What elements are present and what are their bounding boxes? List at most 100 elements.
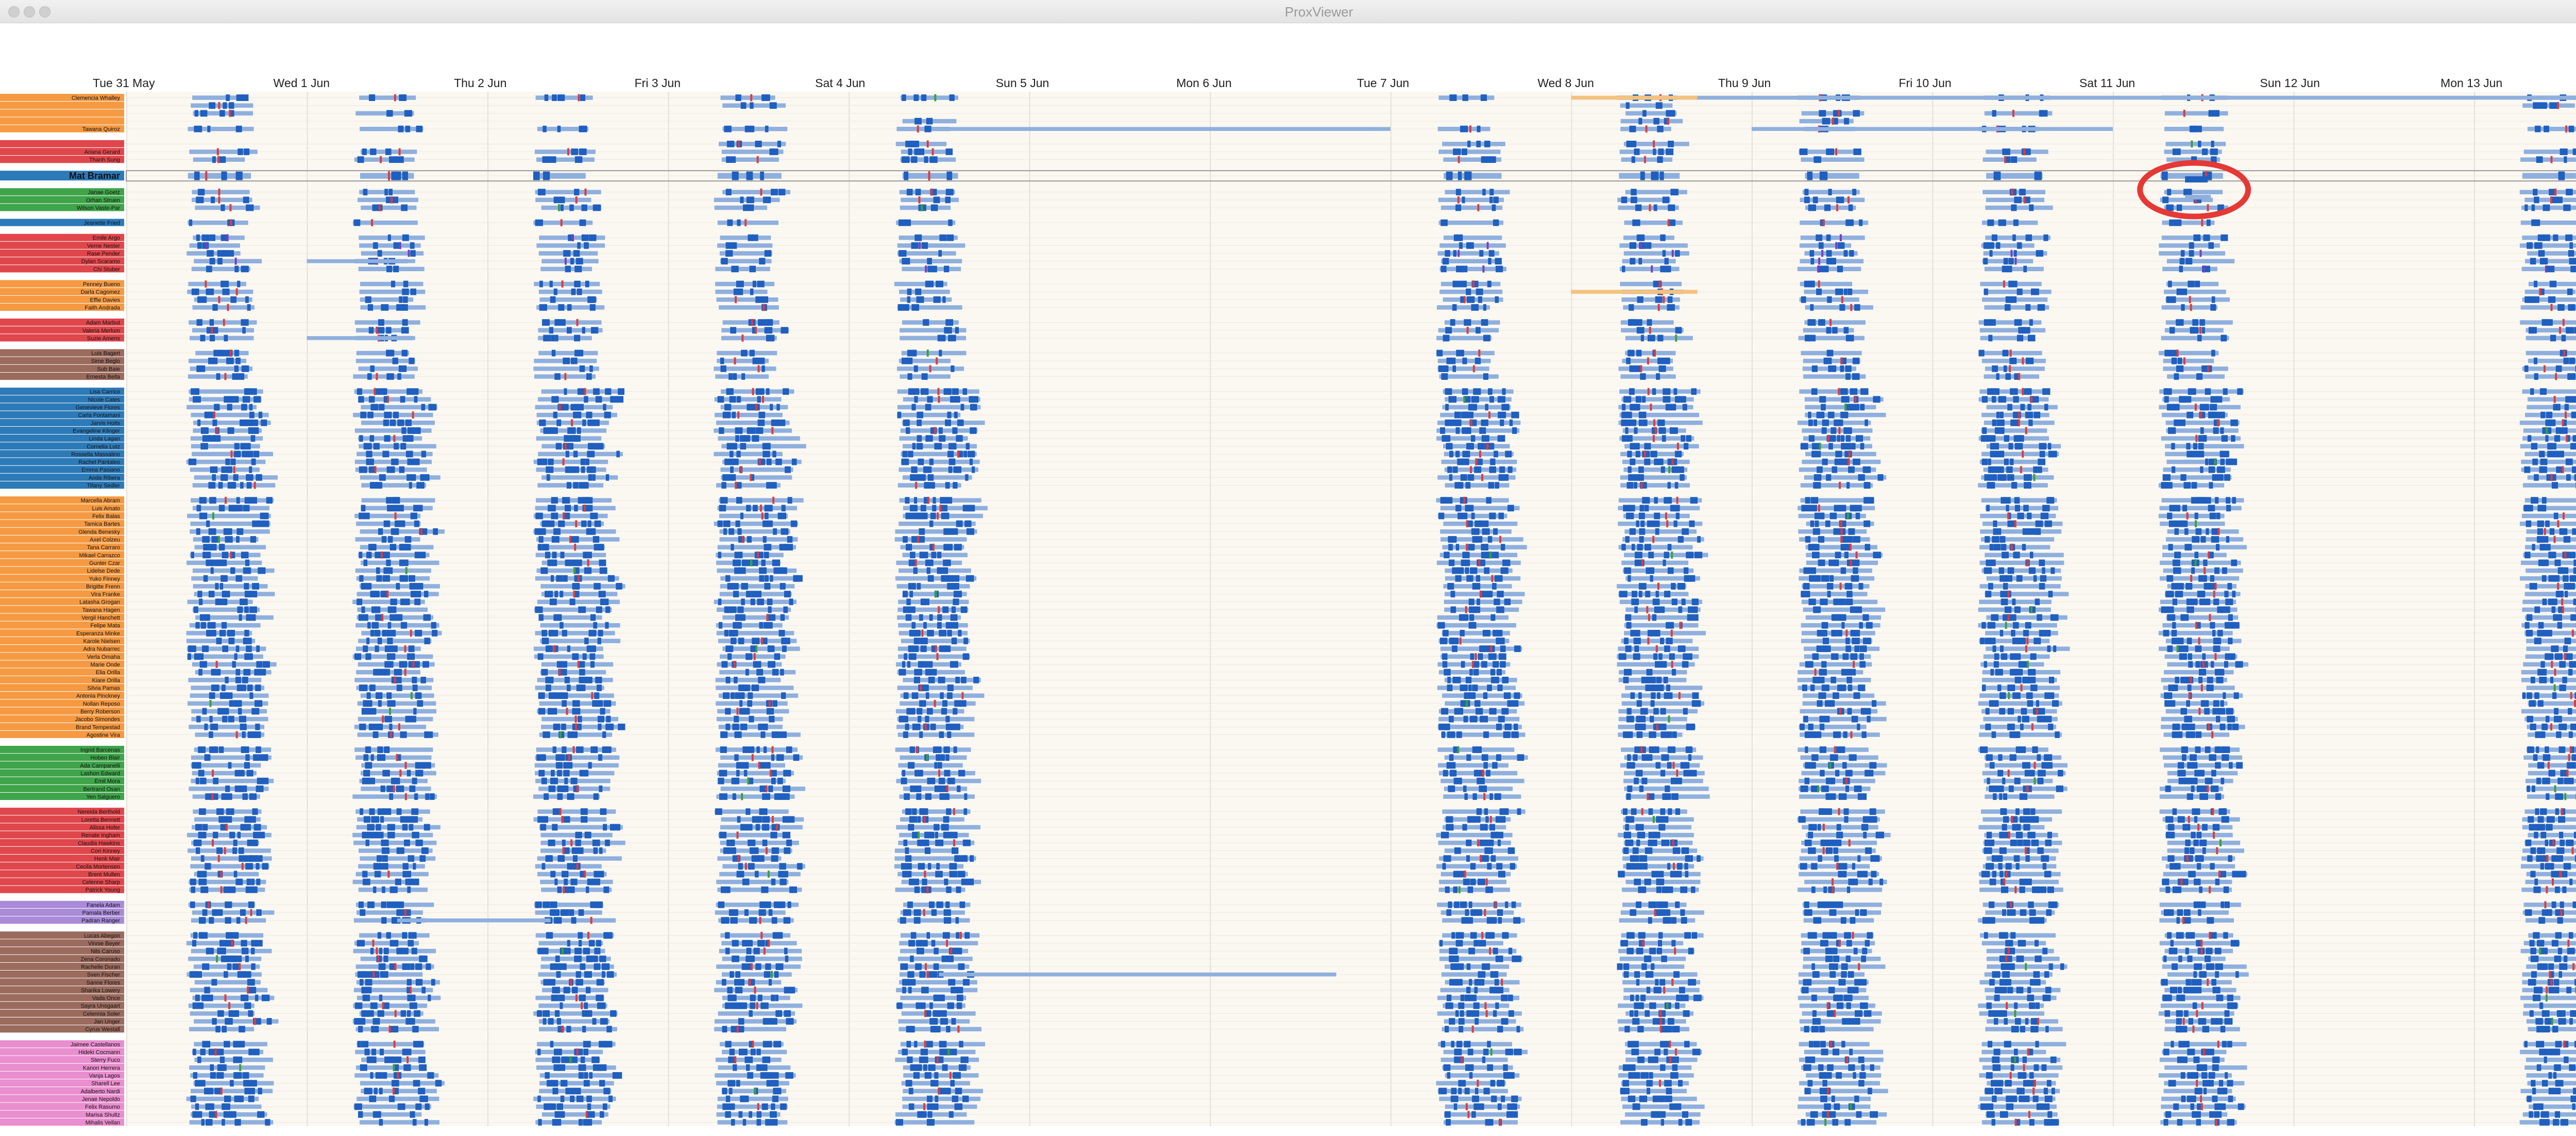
session-bar[interactable] <box>720 259 772 263</box>
session-activity-mark[interactable] <box>734 731 742 738</box>
session-activity-mark[interactable] <box>266 497 273 504</box>
session-activity-mark[interactable] <box>1456 731 1462 738</box>
meeting-mark[interactable] <box>2557 102 2560 109</box>
session-activity-mark[interactable] <box>2537 520 2544 527</box>
session-bar[interactable] <box>721 149 784 154</box>
meeting-mark[interactable] <box>2204 567 2206 574</box>
session-activity-mark[interactable] <box>724 404 730 411</box>
session-activity-mark[interactable] <box>738 638 744 644</box>
session-activity-mark[interactable] <box>1647 676 1656 683</box>
session-bar[interactable] <box>1623 142 1689 146</box>
session-bar[interactable] <box>1799 389 1869 394</box>
session-activity-mark[interactable] <box>1837 242 1845 249</box>
session-activity-mark[interactable] <box>2570 443 2576 450</box>
session-activity-mark[interactable] <box>2016 335 2024 342</box>
session-bar[interactable] <box>1620 374 1676 379</box>
session-activity-mark[interactable] <box>239 715 243 723</box>
session-bar[interactable] <box>1444 599 1522 604</box>
meeting-mark[interactable] <box>564 442 567 450</box>
session-activity-mark[interactable] <box>726 443 732 450</box>
session-bar[interactable] <box>360 545 434 549</box>
session-activity-mark[interactable] <box>558 520 565 527</box>
session-bar[interactable] <box>534 281 600 287</box>
meeting-mark[interactable] <box>230 219 232 226</box>
session-activity-mark[interactable] <box>2562 684 2566 691</box>
session-activity-mark[interactable] <box>1843 731 1848 738</box>
session-activity-mark[interactable] <box>222 598 226 606</box>
session-activity-mark[interactable] <box>205 536 209 543</box>
session-activity-mark[interactable] <box>402 435 410 442</box>
session-activity-mark[interactable] <box>374 731 379 738</box>
meeting-mark[interactable] <box>755 404 758 411</box>
session-bar[interactable] <box>188 220 248 225</box>
session-activity-mark[interactable] <box>235 357 241 364</box>
session-activity-mark[interactable] <box>2189 242 2194 249</box>
session-activity-mark[interactable] <box>1636 559 1639 566</box>
meeting-mark[interactable] <box>1827 435 1830 442</box>
meeting-mark[interactable] <box>938 606 940 613</box>
session-activity-mark[interactable] <box>197 365 206 372</box>
person-name-label[interactable]: Rachel Pantaleo <box>78 459 120 465</box>
session-activity-mark[interactable] <box>948 219 953 226</box>
session-bar[interactable] <box>896 584 970 589</box>
session-activity-mark[interactable] <box>2212 474 2216 481</box>
meeting-mark[interactable] <box>741 335 744 342</box>
session-activity-mark[interactable] <box>2176 365 2184 372</box>
session-bar[interactable] <box>2519 190 2576 194</box>
session-activity-mark[interactable] <box>577 427 581 434</box>
session-bar[interactable] <box>1621 397 1694 402</box>
session-activity-mark[interactable] <box>363 559 368 566</box>
meeting-mark[interactable] <box>1679 622 1682 629</box>
session-activity-mark[interactable] <box>1673 520 1677 527</box>
session-bar[interactable] <box>541 725 625 729</box>
session-activity-mark[interactable] <box>543 335 551 342</box>
session-activity-mark[interactable] <box>225 349 233 357</box>
session-activity-mark[interactable] <box>755 404 760 411</box>
session-activity-mark[interactable] <box>1512 427 1517 434</box>
session-activity-mark[interactable] <box>2182 474 2187 481</box>
session-activity-mark[interactable] <box>2542 234 2550 241</box>
session-activity-mark[interactable] <box>2007 708 2014 715</box>
session-activity-mark[interactable] <box>956 520 963 527</box>
session-activity-mark[interactable] <box>781 505 786 512</box>
session-activity-mark[interactable] <box>1663 396 1671 403</box>
session-bar[interactable] <box>1619 149 1673 154</box>
meeting-mark[interactable] <box>2018 419 2020 427</box>
session-activity-mark[interactable] <box>1483 335 1490 342</box>
session-activity-mark[interactable] <box>2226 536 2230 543</box>
session-activity-mark[interactable] <box>2221 335 2225 342</box>
session-activity-mark[interactable] <box>2575 365 2576 372</box>
session-bar[interactable] <box>901 639 970 643</box>
session-activity-mark[interactable] <box>2556 450 2564 458</box>
session-activity-mark[interactable] <box>741 349 745 357</box>
session-activity-mark[interactable] <box>947 411 952 419</box>
session-bar[interactable] <box>898 623 968 628</box>
session-activity-mark[interactable] <box>762 520 770 527</box>
session-activity-mark[interactable] <box>2201 148 2208 155</box>
session-activity-mark[interactable] <box>1846 219 1853 226</box>
session-bar[interactable] <box>899 236 958 240</box>
session-activity-mark[interactable] <box>1831 653 1839 660</box>
session-activity-mark[interactable] <box>944 327 952 334</box>
session-activity-mark[interactable] <box>945 622 953 629</box>
session-activity-mark[interactable] <box>2036 466 2042 473</box>
session-activity-mark[interactable] <box>223 559 227 566</box>
session-activity-mark[interactable] <box>953 598 959 606</box>
session-activity-mark[interactable] <box>578 349 584 357</box>
session-activity-mark[interactable] <box>2012 234 2016 241</box>
session-bar[interactable] <box>1805 305 1873 310</box>
session-activity-mark[interactable] <box>2003 583 2008 590</box>
session-activity-mark[interactable] <box>929 614 933 621</box>
session-activity-mark[interactable] <box>1452 676 1461 683</box>
session-activity-mark[interactable] <box>370 591 377 597</box>
session-activity-mark[interactable] <box>2540 411 2546 419</box>
session-activity-mark[interactable] <box>1996 466 2004 473</box>
session-activity-mark[interactable] <box>2027 335 2036 342</box>
session-activity-mark[interactable] <box>771 482 777 489</box>
session-bar[interactable] <box>2526 686 2576 690</box>
meeting-mark[interactable] <box>936 357 938 365</box>
session-bar[interactable] <box>2527 251 2576 256</box>
session-activity-mark[interactable] <box>2199 598 2206 606</box>
session-activity-mark[interactable] <box>1858 474 1865 481</box>
session-activity-mark[interactable] <box>367 304 374 311</box>
